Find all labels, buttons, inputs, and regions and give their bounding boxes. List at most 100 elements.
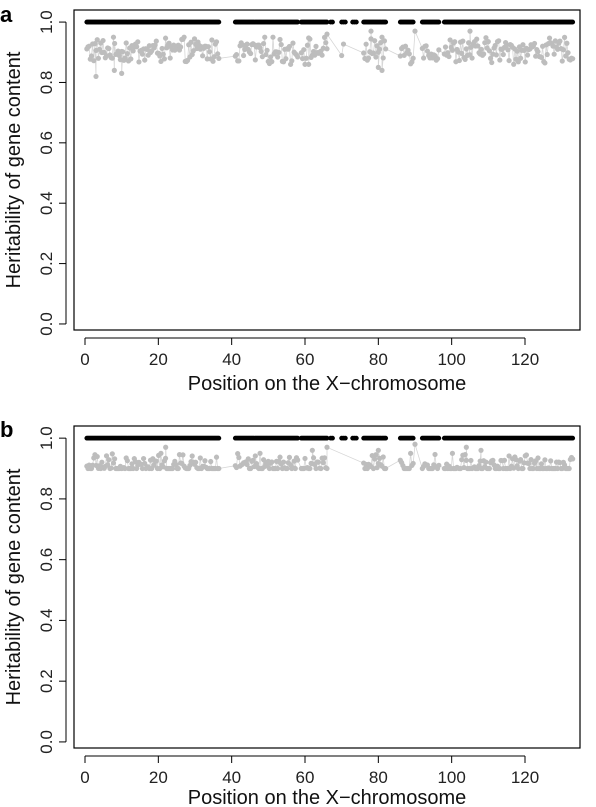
point-grey bbox=[324, 46, 330, 52]
point-grey bbox=[269, 59, 275, 65]
point-grey bbox=[324, 31, 330, 37]
point-grey bbox=[324, 444, 330, 450]
point-grey bbox=[108, 465, 114, 471]
point-grey bbox=[379, 67, 385, 73]
point-grey bbox=[193, 459, 199, 465]
point-grey bbox=[320, 460, 326, 466]
point-grey bbox=[315, 459, 322, 465]
point-grey bbox=[321, 455, 328, 461]
point-grey bbox=[319, 52, 325, 58]
point-black bbox=[330, 435, 335, 441]
point-grey bbox=[257, 450, 263, 456]
point-grey bbox=[478, 46, 484, 52]
point-grey bbox=[304, 42, 311, 48]
point-grey bbox=[542, 60, 548, 66]
y-tick-label: 1.0 bbox=[37, 10, 56, 34]
plot-area bbox=[84, 19, 576, 80]
point-black bbox=[342, 19, 348, 25]
x-tick-label: 20 bbox=[149, 768, 168, 787]
point-grey bbox=[462, 451, 468, 458]
point-grey bbox=[380, 454, 386, 460]
point-grey bbox=[324, 465, 330, 472]
point-grey bbox=[339, 52, 345, 59]
x-tick-label: 20 bbox=[149, 350, 168, 369]
point-grey bbox=[180, 452, 186, 458]
point-grey bbox=[410, 55, 416, 61]
point-grey bbox=[136, 59, 142, 65]
point-grey bbox=[262, 34, 268, 40]
point-black bbox=[342, 435, 348, 441]
point-grey bbox=[542, 457, 548, 463]
point-grey bbox=[535, 49, 541, 55]
y-axis-title: Heritability of gene content bbox=[3, 468, 25, 705]
point-black bbox=[324, 435, 330, 441]
point-grey bbox=[468, 457, 474, 464]
point-black bbox=[570, 19, 576, 25]
point-grey bbox=[412, 441, 418, 447]
panel-b: b 0.0 0.2 0.4 0.6 0.8 1.0 0 20 40 60 80 100 120 Positi… bbox=[0, 417, 581, 807]
point-grey bbox=[151, 462, 157, 468]
point-grey bbox=[175, 465, 181, 472]
point-grey bbox=[381, 38, 388, 44]
point-grey bbox=[406, 51, 412, 57]
point-grey bbox=[432, 451, 438, 458]
x-tick-label: 0 bbox=[80, 768, 89, 787]
point-grey bbox=[188, 39, 194, 45]
point-grey bbox=[307, 36, 313, 42]
point-black bbox=[295, 19, 301, 25]
point-grey bbox=[216, 465, 222, 472]
point-grey bbox=[106, 457, 112, 463]
point-grey bbox=[375, 447, 381, 453]
point-grey bbox=[112, 40, 118, 47]
point-grey bbox=[486, 465, 493, 472]
point-grey bbox=[523, 452, 530, 458]
point-grey bbox=[310, 455, 317, 461]
point-grey bbox=[466, 40, 472, 46]
point-grey bbox=[119, 70, 125, 76]
point-grey bbox=[236, 454, 242, 461]
point-grey bbox=[492, 42, 498, 49]
point-black bbox=[330, 19, 335, 25]
point-grey bbox=[103, 453, 110, 459]
point-grey bbox=[570, 456, 576, 462]
point-grey bbox=[252, 57, 258, 63]
point-grey bbox=[506, 57, 512, 64]
point-grey bbox=[159, 45, 165, 52]
point-grey bbox=[475, 43, 481, 49]
point-grey bbox=[459, 457, 465, 463]
point-grey bbox=[363, 41, 369, 47]
point-grey bbox=[570, 56, 576, 62]
point-grey bbox=[135, 39, 141, 45]
point-grey bbox=[383, 465, 389, 472]
point-grey bbox=[489, 59, 495, 66]
point-grey bbox=[538, 461, 545, 467]
point-grey bbox=[252, 453, 258, 459]
x-axis-title: Position on the X−chromosome bbox=[188, 373, 467, 395]
point-grey bbox=[240, 52, 247, 59]
point-grey bbox=[467, 28, 473, 34]
point-grey bbox=[463, 46, 469, 52]
point-grey bbox=[211, 54, 217, 60]
point-grey bbox=[206, 49, 213, 55]
point-grey bbox=[302, 61, 308, 67]
point-grey bbox=[248, 50, 254, 57]
point-grey bbox=[449, 47, 456, 53]
point-grey bbox=[452, 39, 458, 45]
point-grey bbox=[379, 34, 385, 40]
point-grey bbox=[295, 457, 301, 463]
point-grey bbox=[501, 457, 508, 463]
point-grey bbox=[309, 447, 315, 453]
point-black bbox=[410, 19, 416, 25]
point-grey bbox=[496, 38, 502, 44]
point-grey bbox=[526, 460, 532, 467]
point-grey bbox=[292, 465, 298, 472]
point-grey bbox=[99, 459, 105, 465]
point-grey bbox=[278, 41, 284, 48]
point-black bbox=[216, 19, 222, 25]
point-grey bbox=[264, 47, 270, 53]
point-grey bbox=[160, 51, 166, 57]
point-grey bbox=[244, 41, 250, 47]
point-grey bbox=[153, 458, 159, 464]
point-grey bbox=[94, 37, 100, 43]
